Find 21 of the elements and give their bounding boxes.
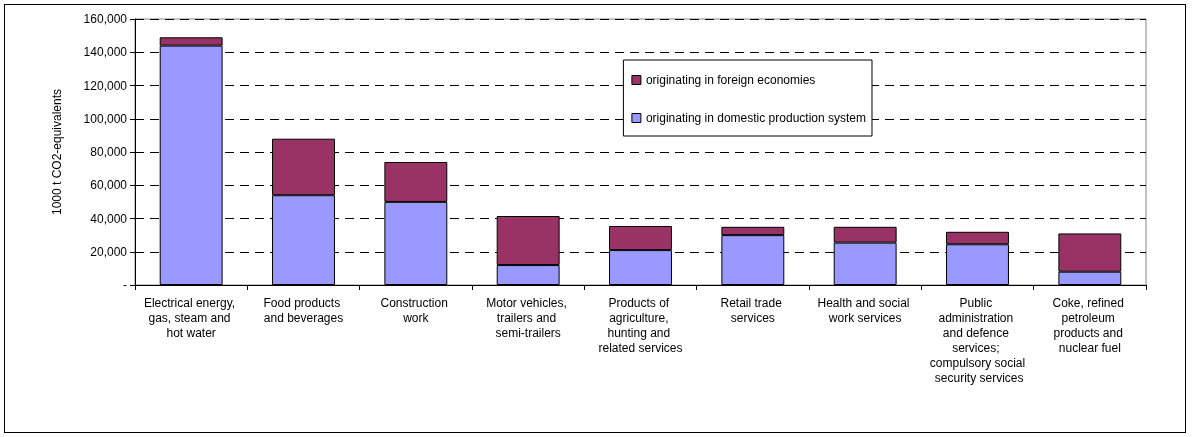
y-tick-label: 120,000 (83, 78, 128, 93)
x-tick-label: Construction work (380, 295, 452, 325)
y-tick-label: 80,000 (90, 145, 128, 159)
y-axis-title: 1000 t CO2-equivalents (50, 88, 64, 216)
y-tick-label: 40,000 (90, 211, 128, 226)
x-tick-label: Food products and beverages (263, 295, 344, 325)
y-tick-label: 60,000 (90, 178, 128, 193)
legend-label: originating in foreign economies (645, 73, 816, 87)
y-tick-label: 100,000 (83, 111, 128, 126)
x-tick-label: Public administration and defence services; compulsory social security services (929, 295, 1026, 385)
x-tick-label: Products of agriculture, hunting and related services (598, 295, 683, 355)
x-tick-label: Motor vehicles, trailers and semi-trailers (486, 295, 571, 340)
y-tick-label: 140,000 (83, 45, 128, 60)
x-tick-label: Coke, refined petroleum products and nuclear fuel (1052, 295, 1128, 355)
x-tick-label: Electrical energy, gas, steam and hot water (143, 295, 239, 340)
legend-label: originating in domestic production system (645, 111, 866, 125)
y-tick-label: 20,000 (90, 244, 128, 259)
y-tick-label: - (123, 278, 127, 292)
y-tick-label: 160,000 (83, 12, 128, 26)
x-tick-label: Retail trade services (720, 295, 786, 325)
x-tick-label: Health and social work services (817, 295, 913, 325)
